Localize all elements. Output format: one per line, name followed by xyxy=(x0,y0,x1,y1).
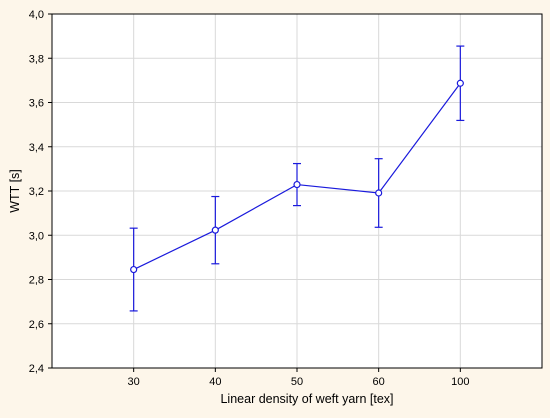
x-tick-label: 60 xyxy=(373,376,385,388)
data-point xyxy=(293,180,301,189)
plot-frame xyxy=(51,13,543,369)
y-tick-label: 3,4 xyxy=(29,142,44,154)
x-axis-label: Linear density of weft yarn [tex] xyxy=(220,392,393,406)
data-point xyxy=(130,265,138,274)
data-point xyxy=(456,79,464,87)
data-point xyxy=(211,226,219,234)
x-axis-ticks: 30 40 50 60 100 xyxy=(128,368,470,388)
y-tick-label: 2,8 xyxy=(29,275,44,287)
y-tick-label: 3,2 xyxy=(29,186,44,198)
x-tick-label: 40 xyxy=(209,376,221,388)
data-point xyxy=(375,189,383,197)
x-tick-label: 100 xyxy=(451,376,469,388)
y-tick-label: 2,4 xyxy=(29,363,44,375)
y-tick-label: 3,8 xyxy=(29,53,44,65)
y-tick-label: 4,0 xyxy=(29,9,44,21)
y-axis-label: WTT [s] xyxy=(8,169,22,213)
y-tick-label: 3,6 xyxy=(29,98,44,110)
data-series xyxy=(129,45,465,312)
y-tick-label: 2,6 xyxy=(29,319,44,331)
x-tick-label: 50 xyxy=(291,376,303,388)
y-tick-label: 3,0 xyxy=(29,230,44,242)
y-axis-ticks: 2,4 2,6 2,8 3,0 3,2 3,4 3,6 3,8 4,0 xyxy=(29,9,52,375)
x-tick-label: 30 xyxy=(128,376,140,388)
